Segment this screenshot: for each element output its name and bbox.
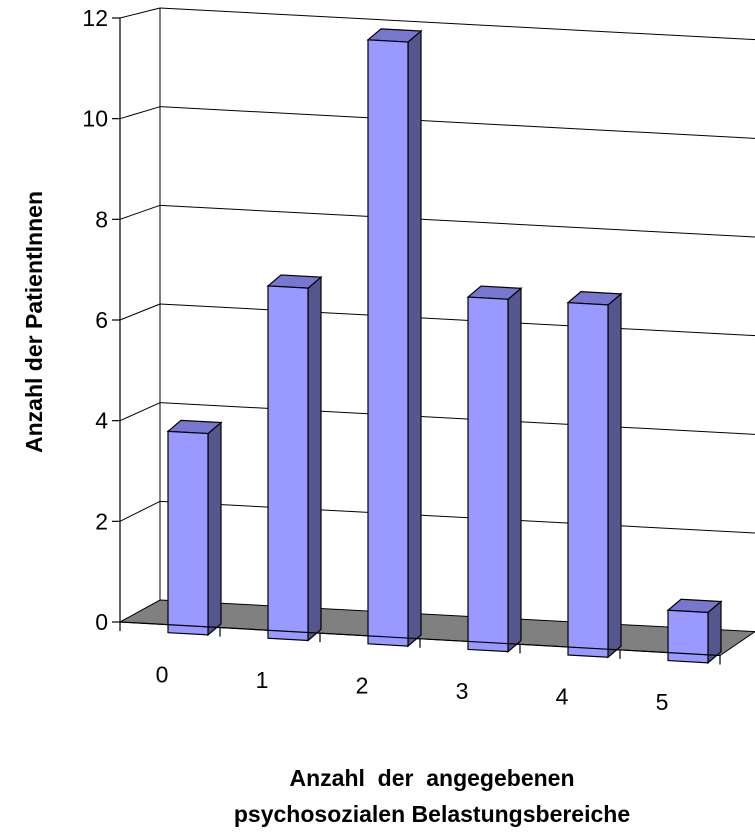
- x-tick-label: 5: [656, 689, 669, 715]
- gridline: [159, 7, 755, 41]
- bar: [166, 419, 223, 637]
- y-axis-title: Anzahl der PatientInnen: [21, 191, 47, 453]
- y-tick-label: 6: [95, 307, 108, 333]
- y-tick-label: 2: [95, 508, 108, 534]
- bar-side: [307, 275, 322, 642]
- bar-front: [567, 302, 609, 658]
- bar-side: [607, 292, 622, 659]
- y-tick-label: 10: [82, 106, 108, 132]
- gridline-side: [119, 303, 161, 321]
- y-axis: 0 2 4 6 8 10 12: [82, 5, 120, 635]
- gridline: [159, 106, 755, 139]
- x-axis-title-line-1: Anzahl der angegebenen: [290, 765, 575, 791]
- x-tick-label: 4: [556, 684, 569, 710]
- bar: [466, 285, 523, 653]
- gridline-side: [119, 500, 161, 522]
- gridline-side: [119, 7, 161, 19]
- y-tick-label: 8: [95, 206, 108, 232]
- bar: [566, 291, 623, 659]
- y-tick-label: 0: [95, 609, 108, 635]
- bar-front: [267, 285, 309, 642]
- x-tick-label: 3: [456, 678, 469, 704]
- gridline: [159, 402, 755, 435]
- bars: [166, 28, 723, 665]
- bar-front: [167, 430, 209, 636]
- y-tick-label: 12: [82, 5, 108, 31]
- bar-front: [367, 39, 409, 647]
- gridline-side: [119, 204, 161, 220]
- bar-front: [667, 609, 709, 664]
- bar: [266, 274, 323, 642]
- gridline: [159, 303, 755, 337]
- gridline: [159, 500, 755, 534]
- bar: [366, 28, 423, 648]
- bar-side: [507, 287, 522, 653]
- gridline-side: [119, 402, 161, 422]
- gridline-side: [119, 106, 161, 120]
- x-axis: 0 1 2 3 4 5: [119, 621, 721, 715]
- bar-front: [467, 296, 509, 653]
- bar-side: [407, 29, 422, 648]
- y-tick-label: 4: [95, 408, 108, 434]
- x-tick-label: 0: [156, 661, 169, 687]
- x-tick-label: 1: [256, 667, 269, 693]
- x-tick-label: 2: [356, 673, 369, 699]
- bar-side: [207, 421, 222, 637]
- x-axis-title-line-2: psychosozialen Belastungsbereiche: [234, 801, 630, 827]
- gridline: [159, 204, 755, 238]
